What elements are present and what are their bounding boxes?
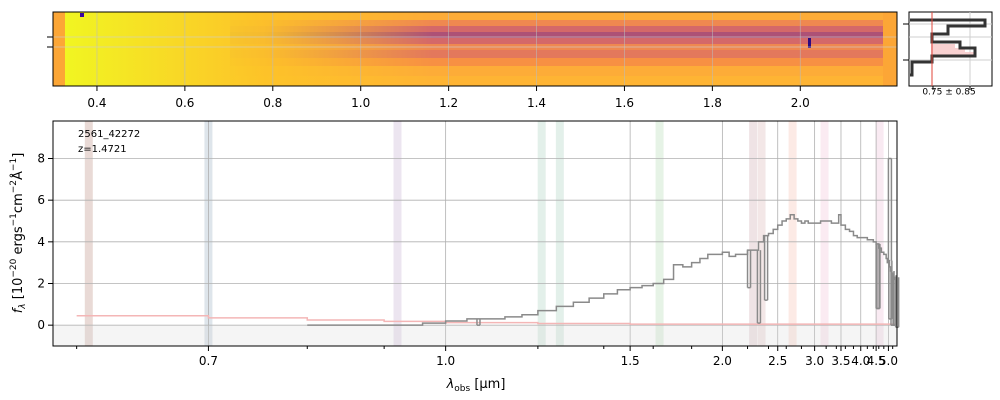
spectrum-2d-hotpixel: [80, 13, 84, 17]
spectrum-1d-x-ticks: 0.7 1.0 1.5 2.0 2.5 3.0 3.5 4.04.55.0: [76, 346, 898, 368]
spectrum-2d-rows: [53, 12, 897, 86]
y-title-part: f: [11, 306, 26, 313]
spectrum-1d-frame: [52, 120, 898, 347]
line-band: [788, 121, 797, 346]
x-tick-label-2d: 1.8: [703, 96, 722, 110]
spectrum-1d-y-ticks: 0 2 4 6 8: [37, 152, 53, 332]
flux-series-line: [307, 214, 897, 326]
line-band: [84, 121, 93, 346]
line-band: [749, 121, 758, 346]
spectrum-2d-continuum: [53, 12, 897, 86]
y-title-part: ]: [11, 153, 26, 158]
line-band: [820, 121, 829, 346]
spectrum-2d-edge: [53, 12, 65, 86]
line-band: [757, 121, 766, 346]
spectrum-1d-grid: [53, 121, 897, 346]
x-tick-label: 4.5: [867, 354, 886, 368]
line-band: [655, 121, 664, 346]
y-axis-title: fλ [10−20 ergs−1cm−2Å−1]: [9, 153, 28, 314]
x-tick-label: 5.0: [879, 354, 898, 368]
x-tick-label-2d: 0.6: [175, 96, 194, 110]
y-tick-label: 0: [37, 318, 45, 332]
x-tick-label-2d: 1.2: [439, 96, 458, 110]
y-tick-label: 4: [37, 235, 45, 249]
redshift-pdf-panel: 0.75 ± 0.85: [903, 11, 993, 98]
line-band: [537, 121, 546, 346]
x-tick-label-2d: 1.4: [527, 96, 546, 110]
y-title-part: cm: [11, 193, 26, 213]
below-zero-shade: [53, 325, 897, 346]
y-tick-label: 6: [37, 193, 45, 207]
x-tick-label: 3.0: [805, 354, 824, 368]
y-title-part: −1: [9, 213, 19, 226]
x-tick-label-2d: 2.0: [791, 96, 810, 110]
y-title-part: ergs: [11, 226, 26, 258]
x-tick-label: 4.0: [851, 354, 870, 368]
y-title-part: λ: [18, 303, 28, 309]
x-tick-label: 2.0: [713, 354, 732, 368]
spectrum-2d-edge: [883, 12, 897, 86]
spectrum-1d-panel: 0.7 1.0 1.5 2.0 2.5 3.0 3.5 4.04.55.0 0 2 4 6 8 256…: [9, 120, 900, 394]
y-title-part: −2: [9, 180, 19, 193]
line-band: [555, 121, 564, 346]
spectrum-2d-grid: [53, 12, 897, 86]
line-band: [875, 121, 884, 346]
y-title-part: Å: [10, 171, 26, 180]
x-tick-label: 1.0: [436, 354, 455, 368]
x-tick-label-2d: 0.4: [87, 96, 106, 110]
y-tick-label: 8: [37, 152, 45, 166]
x-axis-title: λobs [μm]: [446, 377, 506, 394]
x-tick-label: 1.5: [621, 354, 640, 368]
x-tick-label: 0.7: [199, 354, 218, 368]
x-tick-label-2d: 0.8: [263, 96, 282, 110]
spectrum-2d-frame: [52, 11, 898, 87]
y-tick-label: 2: [37, 277, 45, 291]
redshift-label: z=1.4721: [78, 144, 127, 155]
error-series-line: [76, 315, 896, 325]
x-tick-label-2d: 1.0: [351, 96, 370, 110]
y-title-part: −1: [9, 158, 19, 171]
spectrum-2d-hotpixel: [808, 38, 811, 48]
x-tick-label-2d: 1.6: [615, 96, 634, 110]
line-band: [393, 121, 402, 346]
x-axis-title-unit: [μm]: [470, 377, 505, 392]
x-tick-label: 3.5: [831, 354, 850, 368]
x-axis-title-subscript: obs: [454, 384, 470, 394]
redshift-pdf-fill: [931, 44, 975, 56]
object-id-label: 2561_42272: [78, 129, 140, 140]
y-title-part: [10: [11, 278, 26, 304]
redshift-pdf-steps: [910, 18, 987, 77]
redshift-pdf-annotation: 0.75 ± 0.85: [922, 88, 975, 98]
x-tick-label: 2.5: [768, 354, 787, 368]
spectrum-2d-x-ticks: 0.4 0.6 0.8 1.0 1.2 1.4 1.6 1.8 2.0: [87, 86, 810, 110]
x-axis-title-symbol: λ: [446, 377, 455, 392]
flux-spikes: [476, 157, 900, 328]
spectrum-2d-panel: 0.4 0.6 0.8 1.0 1.2 1.4 1.6 1.8 2.0: [47, 11, 898, 110]
y-title-part: −20: [9, 258, 19, 277]
